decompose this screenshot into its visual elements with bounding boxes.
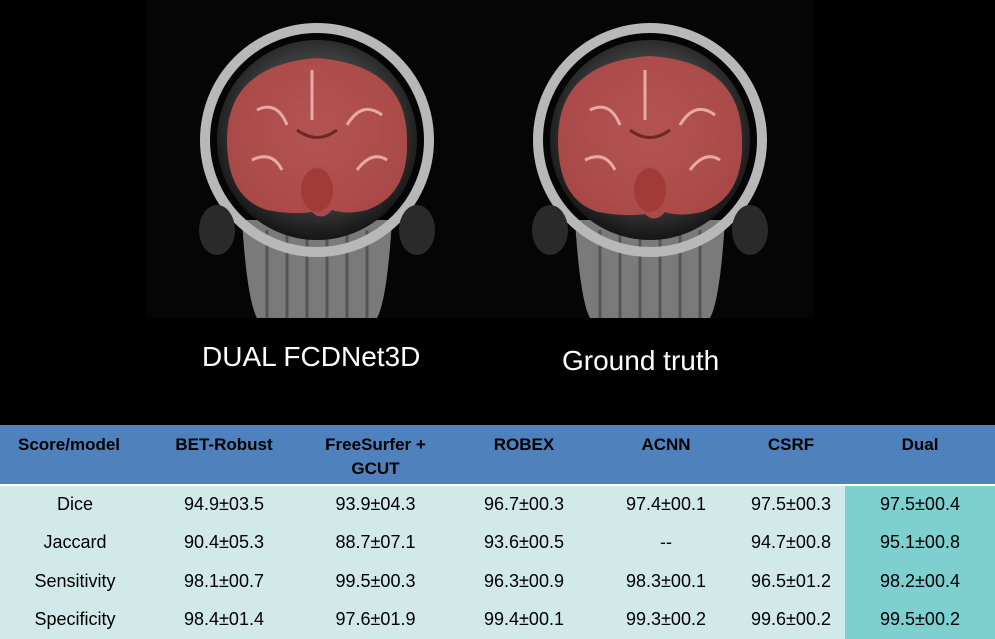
table-cell: 90.4±05.3: [150, 524, 298, 563]
mri-scan-dual-fcdnet3d: [147, 0, 480, 318]
table-cell: 96.5±01.2: [737, 562, 845, 601]
caption-dual-fcdnet3d: DUAL FCDNet3D: [202, 341, 420, 373]
mri-scan-ground-truth: [480, 0, 813, 318]
table-cell-dual: 99.5±00.2: [845, 601, 995, 639]
table-cell-dual: 98.2±00.4: [845, 562, 995, 601]
table-cell: 99.3±00.2: [595, 601, 737, 639]
table-cell: 99.6±00.2: [737, 601, 845, 639]
results-table-container: Score/model BET-Robust FreeSurfer + GCUT…: [0, 425, 995, 638]
table-cell: 94.7±00.8: [737, 524, 845, 563]
brain-mri-image: [480, 0, 813, 318]
header-bet-robust: BET-Robust: [150, 425, 298, 485]
table-row: Specificity 98.4±01.4 97.6±01.9 99.4±00.…: [0, 601, 995, 639]
table-cell: 98.4±01.4: [150, 601, 298, 639]
header-csrf: CSRF: [737, 425, 845, 485]
table-cell: --: [595, 524, 737, 563]
table-cell: 97.5±00.3: [737, 485, 845, 524]
table-cell: 96.7±00.3: [453, 485, 595, 524]
brain-mri-image: [147, 0, 480, 318]
header-acnn: ACNN: [595, 425, 737, 485]
table-row: Jaccard 90.4±05.3 88.7±07.1 93.6±00.5 --…: [0, 524, 995, 563]
table-cell: 99.4±00.1: [453, 601, 595, 639]
table-header-row: Score/model BET-Robust FreeSurfer + GCUT…: [0, 425, 995, 485]
table-cell: 88.7±07.1: [298, 524, 453, 563]
header-freesurfer-gcut: FreeSurfer + GCUT: [298, 425, 453, 485]
table-cell: 98.1±00.7: [150, 562, 298, 601]
header-dual: Dual: [845, 425, 995, 485]
table-cell: 94.9±03.5: [150, 485, 298, 524]
row-metric: Dice: [0, 485, 150, 524]
table-cell: 96.3±00.9: [453, 562, 595, 601]
header-robex: ROBEX: [453, 425, 595, 485]
table-cell-dual: 97.5±00.4: [845, 485, 995, 524]
table-cell: 97.6±01.9: [298, 601, 453, 639]
table-cell-dual: 95.1±00.8: [845, 524, 995, 563]
table-cell: 93.9±04.3: [298, 485, 453, 524]
table-cell: 93.6±00.5: [453, 524, 595, 563]
header-score-model: Score/model: [0, 425, 150, 485]
table-row: Sensitivity 98.1±00.7 99.5±00.3 96.3±00.…: [0, 562, 995, 601]
row-metric: Sensitivity: [0, 562, 150, 601]
table-row: Dice 94.9±03.5 93.9±04.3 96.7±00.3 97.4±…: [0, 485, 995, 524]
results-table: Score/model BET-Robust FreeSurfer + GCUT…: [0, 425, 995, 639]
table-cell: 97.4±00.1: [595, 485, 737, 524]
caption-ground-truth: Ground truth: [562, 345, 719, 377]
table-cell: 98.3±00.1: [595, 562, 737, 601]
row-metric: Jaccard: [0, 524, 150, 563]
mri-image-panel: [147, 0, 813, 318]
table-cell: 99.5±00.3: [298, 562, 453, 601]
row-metric: Specificity: [0, 601, 150, 639]
